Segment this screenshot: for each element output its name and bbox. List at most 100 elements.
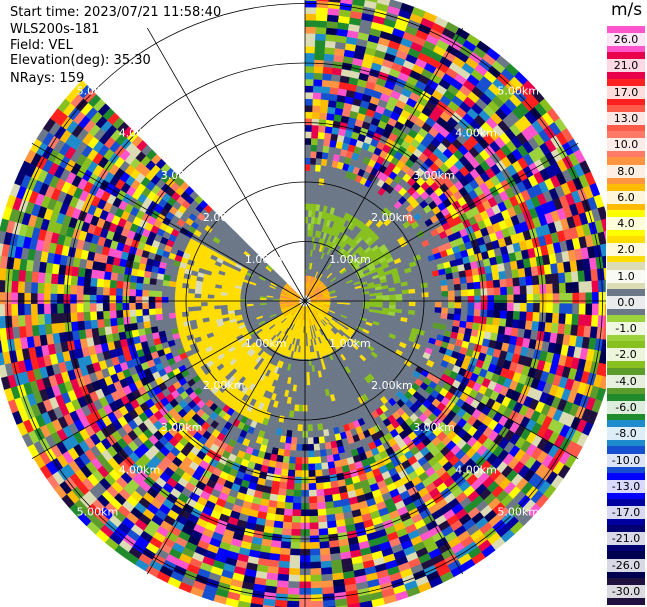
velocity-gate <box>532 312 540 323</box>
velocity-gate <box>296 430 303 439</box>
velocity-gate <box>519 302 528 313</box>
velocity-gate <box>565 303 573 315</box>
velocity-gate <box>304 104 313 113</box>
velocity-gate <box>308 470 316 478</box>
velocity-gate <box>309 541 320 550</box>
velocity-gate <box>310 397 316 406</box>
velocity-gate <box>314 46 326 54</box>
velocity-gate <box>322 145 330 154</box>
velocity-gate <box>304 65 315 73</box>
velocity-gate <box>290 528 301 537</box>
velocity-gate <box>308 502 318 511</box>
velocity-gate <box>306 404 312 412</box>
velocity-gate <box>506 294 514 304</box>
velocity-gate <box>323 488 333 497</box>
velocity-gate <box>324 441 332 450</box>
velocity-gate <box>473 281 481 290</box>
velocity-gate <box>304 190 310 198</box>
velocity-gate <box>585 303 593 316</box>
velocity-gate <box>312 98 322 107</box>
velocity-gate <box>312 92 322 100</box>
velocity-gate <box>324 132 332 141</box>
velocity-gate <box>440 285 449 292</box>
velocity-gate <box>323 435 331 444</box>
velocity-gate <box>592 292 600 305</box>
velocity-gate <box>433 312 442 319</box>
velocity-gate <box>309 378 314 386</box>
velocity-gate <box>311 417 318 425</box>
velocity-gate <box>289 449 297 458</box>
velocity-gate <box>572 292 580 304</box>
velocity-gate <box>289 554 301 563</box>
velocity-gate <box>578 281 586 294</box>
velocity-gate <box>382 294 390 299</box>
velocity-gate <box>314 52 325 61</box>
velocity-gate <box>309 522 319 530</box>
velocity-gate <box>480 288 488 297</box>
velocity-gate <box>493 310 501 319</box>
velocity-gate <box>306 385 311 393</box>
velocity-gate <box>414 283 422 290</box>
velocity-gate <box>309 554 321 563</box>
velocity-gate <box>591 303 600 316</box>
velocity-gate <box>319 449 327 457</box>
velocity-gate <box>441 302 449 309</box>
velocity-gate <box>320 92 330 101</box>
velocity-gate <box>320 462 329 470</box>
velocity-gate <box>312 423 319 432</box>
velocity-gate <box>281 462 290 470</box>
velocity-gate <box>304 6 317 15</box>
velocity-gate <box>500 286 508 296</box>
velocity-gate <box>321 79 332 88</box>
velocity-gate <box>485 272 494 282</box>
velocity-gate <box>315 403 321 412</box>
velocity-gate <box>312 105 321 113</box>
velocity-gate <box>304 72 315 80</box>
velocity-gate <box>310 157 317 165</box>
velocity-gate <box>307 443 315 452</box>
velocity-gate <box>499 310 508 320</box>
velocity-gate <box>545 283 554 295</box>
velocity-gate <box>408 301 416 307</box>
velocity-gate <box>309 164 317 172</box>
velocity-gate <box>272 474 281 483</box>
velocity-gate <box>513 294 521 304</box>
velocity-gate <box>276 580 289 589</box>
velocity-gate <box>307 424 313 432</box>
velocity-gate <box>578 292 587 305</box>
velocity-gate <box>326 20 339 29</box>
velocity-gate <box>525 275 534 286</box>
velocity-gate <box>314 469 323 478</box>
velocity-gate <box>448 296 456 303</box>
velocity-gate <box>316 7 329 15</box>
velocity-gate <box>311 124 320 133</box>
velocity-gate <box>464 269 473 278</box>
velocity-gate <box>513 285 521 296</box>
velocity-gate <box>319 541 330 549</box>
velocity-gate <box>291 522 301 530</box>
velocity-gate <box>310 144 318 152</box>
velocity-gate <box>318 442 326 451</box>
velocity-gate <box>565 282 573 294</box>
velocity-gate <box>428 301 436 308</box>
velocity-gate <box>319 547 331 556</box>
velocity-gate <box>311 131 319 139</box>
velocity-gate <box>304 111 313 119</box>
velocity-gate <box>284 442 292 451</box>
velocity-gate <box>324 40 337 49</box>
velocity-gate <box>526 293 534 304</box>
velocity-gate <box>310 574 322 583</box>
velocity-gate <box>474 295 482 303</box>
velocity-gate <box>325 514 336 523</box>
velocity-gate <box>308 489 317 497</box>
velocity-gate <box>307 450 315 458</box>
velocity-gate <box>564 313 573 326</box>
velocity-gate <box>316 0 330 2</box>
velocity-gate <box>315 13 328 22</box>
velocity-gate <box>565 292 573 304</box>
velocity-gate <box>498 318 507 328</box>
velocity-gate <box>281 528 292 536</box>
velocity-gate <box>280 468 289 477</box>
velocity-gate <box>325 448 333 457</box>
velocity-gate <box>433 280 442 288</box>
